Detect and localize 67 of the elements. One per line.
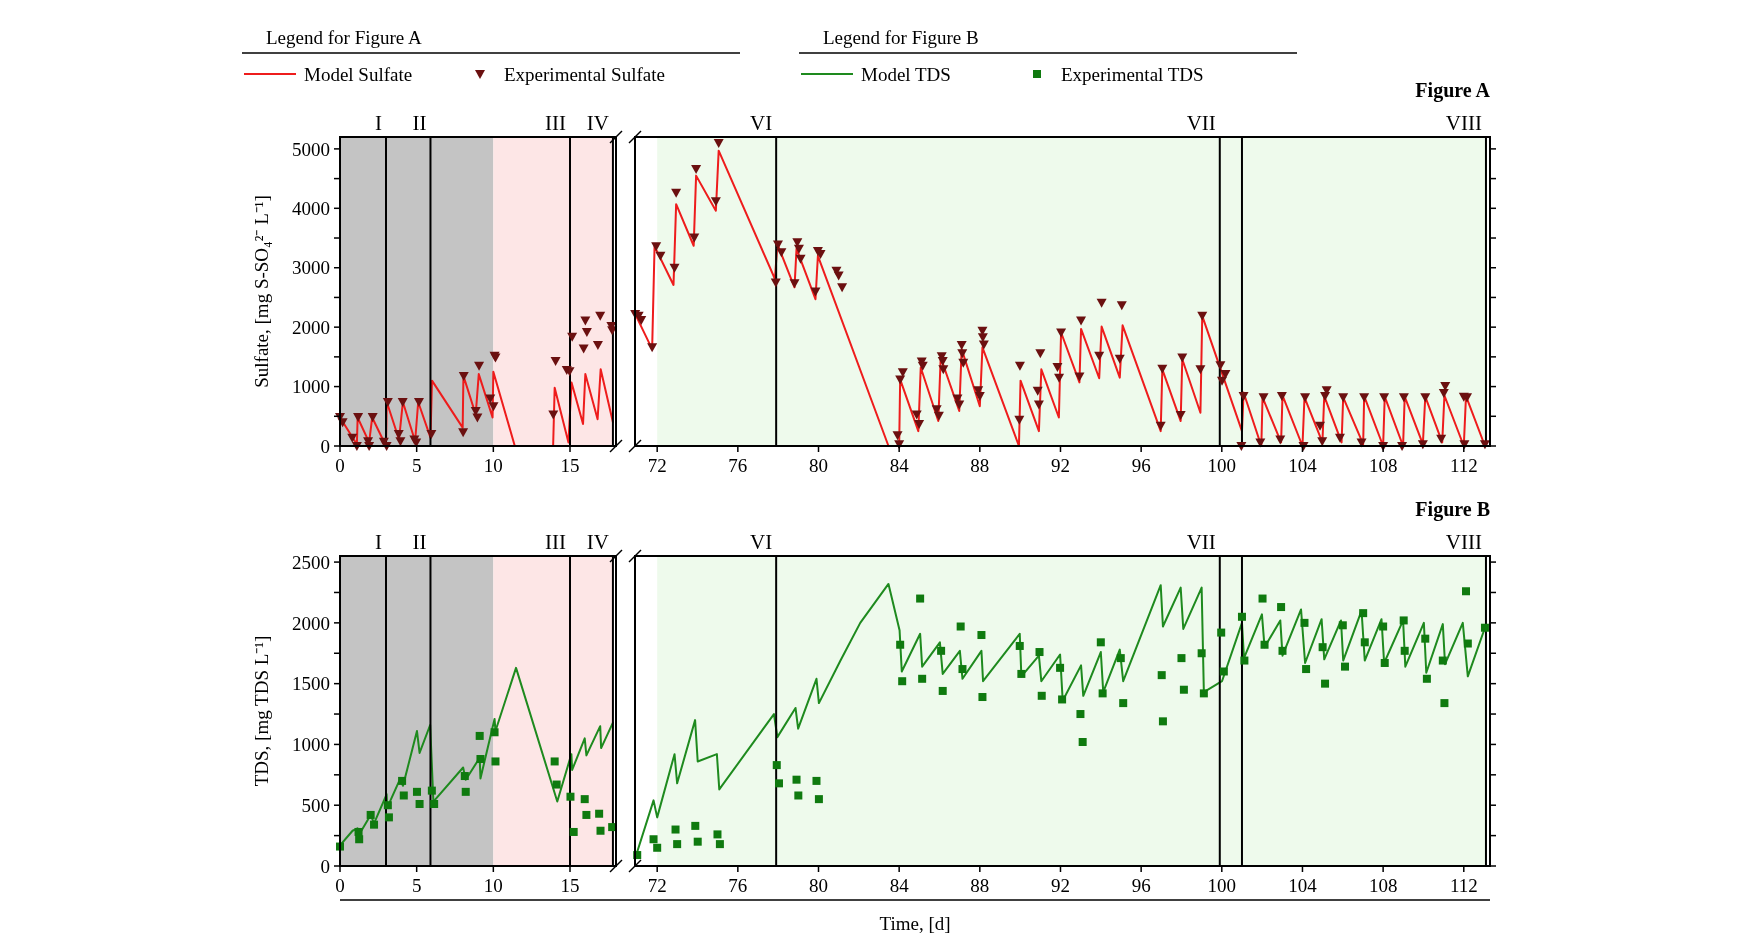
y-tick-label: 4000 [292, 197, 330, 219]
y-tick-label: 3000 [292, 257, 330, 279]
x-tick-label: 5 [411, 455, 422, 476]
y-tick-label: 1000 [292, 734, 330, 756]
ref-line-label: I [375, 111, 382, 135]
legend-title: Legend for Figure A [266, 27, 422, 48]
ref-line-label: VII [1186, 530, 1216, 554]
x-tick-label: 100 [1207, 455, 1237, 476]
x-tick-label: 76 [728, 875, 748, 896]
ref-line-label: IV [586, 111, 609, 135]
y-axis-title: TDS, [mg TDS L⁻¹] [251, 635, 272, 787]
legend-label: Experimental Sulfate [504, 63, 665, 85]
legend-label: Experimental TDS [1061, 63, 1204, 85]
ref-line-label: VIII [1445, 111, 1482, 135]
x-axis-title: Time, [d] [879, 913, 951, 934]
x-tick-label: 80 [809, 875, 828, 896]
x-tick-label: 76 [728, 455, 748, 476]
x-tick-label: 80 [809, 455, 828, 476]
ref-line-label: I [375, 530, 382, 554]
x-tick-label: 10 [483, 875, 503, 896]
y-tick-label: 500 [301, 794, 330, 816]
x-tick-label: 84 [889, 455, 910, 476]
y-tick-label: 5000 [292, 138, 330, 160]
x-tick-label: 0 [335, 455, 345, 476]
x-tick-label: 104 [1288, 455, 1318, 476]
x-tick-label: 10 [483, 455, 503, 476]
y-tick-label: 1000 [292, 376, 330, 398]
ref-line-label: II [412, 530, 427, 554]
chart-title: Figure A [1415, 79, 1491, 102]
x-tick-label: 108 [1368, 455, 1398, 476]
ref-line-label: III [545, 111, 566, 135]
x-tick-label: 15 [560, 455, 580, 476]
ref-line-label: VI [749, 111, 773, 135]
y-tick-label: 2000 [292, 612, 330, 634]
ref-line-label: VIII [1445, 530, 1482, 554]
legend-label: Model TDS [861, 63, 951, 85]
x-tick-label: 108 [1368, 875, 1398, 896]
y-tick-label: 1500 [292, 673, 330, 695]
x-tick-label: 0 [335, 875, 345, 896]
y-tick-label: 2000 [292, 316, 330, 338]
y-tick-label: 0 [320, 435, 330, 457]
x-tick-label: 112 [1449, 875, 1478, 896]
x-tick-label: 92 [1050, 875, 1070, 896]
x-tick-label: 88 [970, 455, 990, 476]
ref-line-label: VI [749, 530, 773, 554]
x-tick-label: 92 [1050, 455, 1070, 476]
x-tick-label: 112 [1449, 455, 1478, 476]
x-tick-label: 72 [647, 455, 667, 476]
ref-line-label: IV [586, 530, 609, 554]
ref-line-label: VII [1186, 111, 1216, 135]
y-tick-label: 2500 [292, 551, 330, 573]
x-tick-label: 15 [560, 875, 580, 896]
ref-line-label: II [412, 111, 427, 135]
x-tick-label: 5 [411, 875, 422, 896]
x-tick-label: 72 [647, 875, 667, 896]
legend-title: Legend for Figure B [823, 27, 979, 48]
chart-title: Figure B [1415, 498, 1490, 521]
x-tick-label: 96 [1131, 875, 1151, 896]
y-tick-label: 0 [320, 855, 330, 877]
y-axis-title: Sulfate, [mg S-SO₄²⁻ L⁻¹] [251, 195, 272, 388]
x-tick-label: 100 [1207, 875, 1237, 896]
x-tick-label: 104 [1288, 875, 1318, 896]
legend-label: Model Sulfate [304, 63, 413, 85]
x-tick-label: 96 [1131, 455, 1151, 476]
x-tick-label: 84 [889, 875, 910, 896]
x-tick-label: 88 [970, 875, 990, 896]
ref-line-label: III [545, 530, 566, 554]
